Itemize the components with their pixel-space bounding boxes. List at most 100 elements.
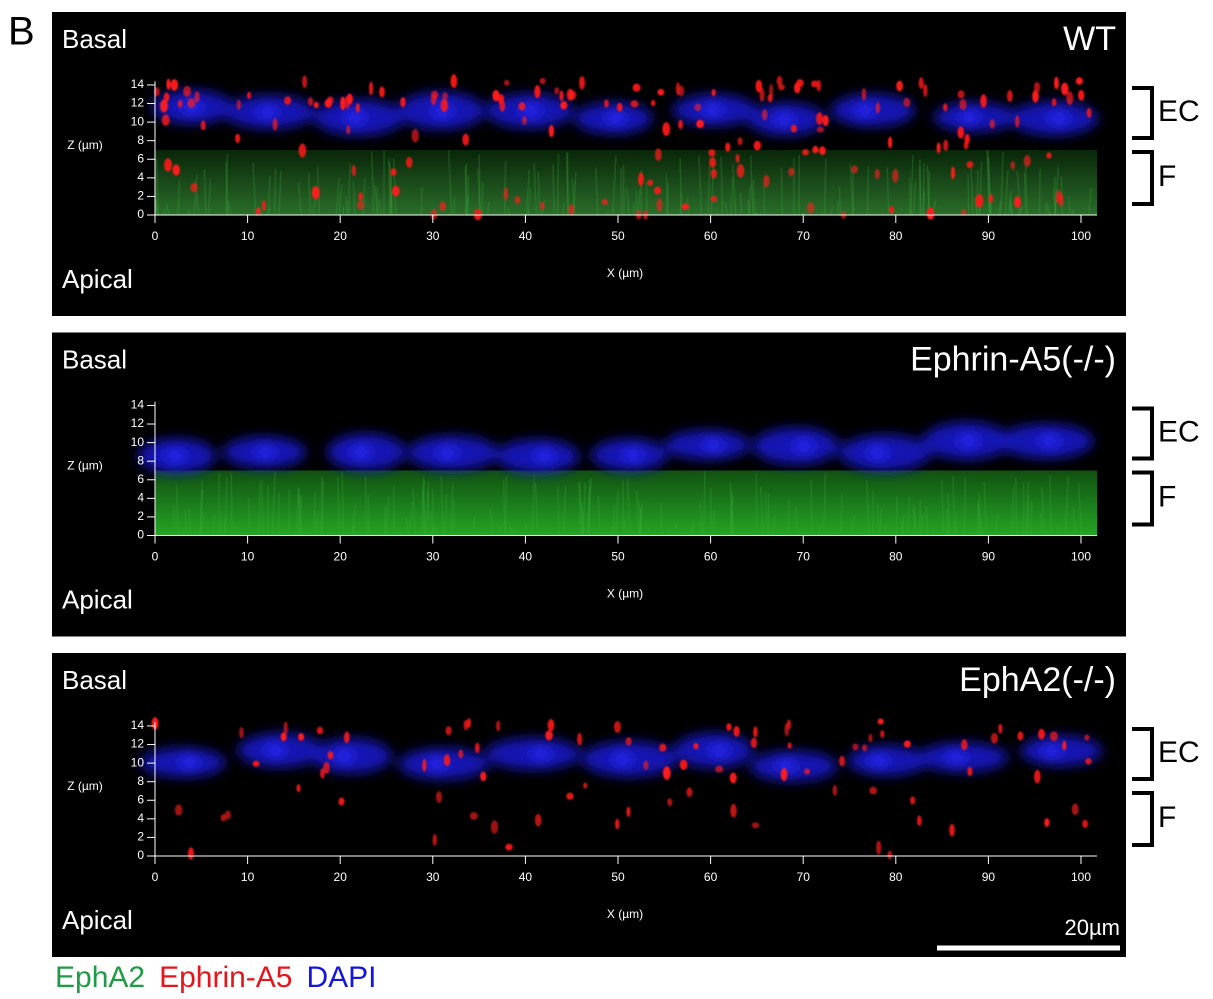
- nucleus-core: [623, 446, 644, 463]
- green-streak: [912, 509, 917, 536]
- red-dot: [568, 90, 577, 100]
- red-dot: [759, 87, 765, 102]
- green-streak: [193, 174, 198, 216]
- z-tick-label: 12: [131, 737, 145, 751]
- bracket-label: EC: [1158, 736, 1200, 769]
- red-dot: [876, 840, 882, 855]
- green-streak: [612, 155, 617, 216]
- green-streak: [527, 210, 530, 216]
- red-dot: [819, 146, 826, 155]
- x-tick-label: 0: [152, 229, 159, 243]
- green-streak: [266, 209, 271, 216]
- green-streak: [912, 504, 918, 536]
- green-streak: [1071, 209, 1075, 216]
- green-streak: [227, 200, 233, 216]
- green-streak: [472, 516, 476, 536]
- red-dot: [626, 806, 631, 818]
- red-dot: [161, 114, 170, 126]
- nucleus-core: [531, 745, 552, 762]
- red-dot: [657, 88, 665, 96]
- red-dot: [875, 102, 881, 114]
- red-dot: [715, 765, 724, 773]
- green-streak: [388, 157, 391, 216]
- red-dot: [458, 749, 464, 759]
- red-dot: [966, 161, 974, 169]
- red-dot: [874, 168, 881, 180]
- green-streak: [211, 514, 216, 536]
- red-dot: [187, 847, 194, 860]
- red-dot: [681, 203, 690, 210]
- green-streak: [952, 475, 956, 536]
- green-streak: [919, 159, 922, 216]
- bracket-label: EC: [1158, 95, 1200, 128]
- green-streak: [508, 525, 513, 536]
- green-streak: [840, 495, 843, 536]
- z-axis-label: Z (µm): [67, 779, 103, 793]
- red-dot: [604, 99, 609, 108]
- x-tick-label: 50: [611, 870, 625, 884]
- nucleus-core: [1041, 742, 1062, 759]
- bracket: [1132, 470, 1154, 527]
- top-label: Basal: [62, 344, 127, 374]
- red-dot: [729, 772, 737, 784]
- green-streak: [556, 485, 560, 536]
- green-streak: [199, 480, 203, 536]
- red-dot: [679, 759, 688, 770]
- red-dot: [807, 202, 815, 214]
- green-streak: [1009, 202, 1014, 216]
- red-dot: [711, 89, 716, 97]
- red-dot: [615, 818, 620, 830]
- green-streak: [821, 211, 824, 216]
- green-streak: [780, 167, 784, 216]
- x-tick-label: 100: [1071, 229, 1091, 243]
- red-dot: [284, 96, 292, 105]
- x-tick-label: 40: [519, 550, 533, 564]
- green-streak: [388, 174, 393, 216]
- red-dot: [1085, 758, 1092, 765]
- red-dot: [261, 200, 266, 211]
- bracket-label: F: [1158, 480, 1176, 513]
- red-dot: [379, 86, 385, 98]
- green-streak: [679, 193, 683, 216]
- red-dot: [1086, 108, 1092, 118]
- z-axis-label: Z (µm): [67, 459, 103, 473]
- red-dot: [709, 157, 716, 168]
- red-dot: [750, 737, 758, 748]
- red-dot: [943, 139, 949, 152]
- red-dot: [280, 732, 287, 742]
- red-dot: [868, 733, 873, 743]
- green-streak: [922, 190, 926, 216]
- red-dot: [810, 80, 818, 88]
- x-tick-label: 50: [611, 550, 625, 564]
- green-streak: [739, 193, 743, 216]
- green-streak: [226, 204, 229, 216]
- green-layer: [155, 470, 1097, 536]
- red-dot: [763, 174, 770, 188]
- red-dot: [852, 743, 859, 751]
- green-streak: [364, 476, 368, 536]
- red-dot: [957, 126, 965, 139]
- red-dot: [733, 725, 740, 737]
- green-streak: [261, 479, 264, 536]
- red-dot: [643, 760, 649, 771]
- green-streak: [525, 169, 530, 216]
- red-dot: [957, 90, 965, 99]
- z-tick-label: 10: [131, 114, 145, 128]
- green-streak: [225, 161, 229, 216]
- red-dot: [296, 784, 301, 793]
- red-dot: [653, 186, 662, 195]
- green-streak: [699, 502, 704, 536]
- green-streak: [1048, 210, 1052, 216]
- red-dot: [1071, 803, 1079, 815]
- panel-title: WT: [1063, 20, 1116, 58]
- red-dot: [400, 96, 406, 108]
- nucleus-core: [867, 444, 888, 461]
- green-streak: [900, 520, 905, 536]
- red-dot: [736, 164, 745, 178]
- green-streak: [165, 201, 170, 216]
- red-dot: [200, 120, 206, 131]
- green-streak: [351, 525, 356, 536]
- red-dot: [896, 80, 903, 92]
- red-dot: [1082, 819, 1089, 829]
- green-streak: [307, 172, 312, 216]
